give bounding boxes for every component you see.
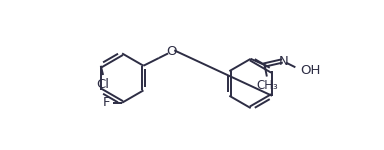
Text: CH₃: CH₃ xyxy=(256,79,278,92)
Text: OH: OH xyxy=(300,64,320,77)
Text: N: N xyxy=(279,55,289,68)
Text: Cl: Cl xyxy=(97,78,109,91)
Text: O: O xyxy=(166,45,176,58)
Text: F: F xyxy=(102,96,110,109)
